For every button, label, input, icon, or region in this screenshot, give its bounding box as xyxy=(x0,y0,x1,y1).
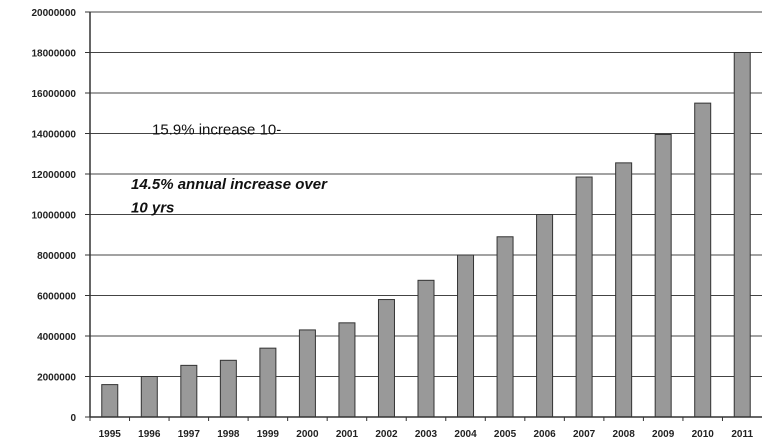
annotation-ten-year-increase: 15.9% increase 10- xyxy=(152,121,281,138)
x-tick-label: 2000 xyxy=(296,429,319,440)
bar xyxy=(733,52,751,418)
bar xyxy=(536,214,554,418)
x-tick-label: 2004 xyxy=(454,429,477,440)
y-tick-label: 14000000 xyxy=(32,130,77,141)
y-tick-label: 6000000 xyxy=(37,292,76,303)
bar xyxy=(417,279,435,418)
x-tick-label: 1997 xyxy=(178,429,201,440)
bar xyxy=(101,384,119,418)
y-tick-label: 2000000 xyxy=(37,373,76,384)
y-tick-label: 16000000 xyxy=(32,89,77,100)
bar xyxy=(219,359,237,418)
y-tick-label: 0 xyxy=(70,413,76,424)
x-tick-label: 2007 xyxy=(573,429,596,440)
y-tick-label: 20000000 xyxy=(32,8,77,19)
annotation-annual-increase: 14.5% annual increase over xyxy=(131,176,328,193)
x-tick-label: 2002 xyxy=(375,429,398,440)
annotation-ten-years: 10 yrs xyxy=(131,199,174,216)
x-tick-label: 2001 xyxy=(336,429,359,440)
y-tick-label: 18000000 xyxy=(32,49,77,60)
bar xyxy=(180,364,198,418)
bar xyxy=(298,329,316,418)
y-tick-label: 10000000 xyxy=(32,211,77,222)
bar xyxy=(615,162,633,418)
y-tick-label: 8000000 xyxy=(37,251,76,262)
x-tick-label: 2008 xyxy=(613,429,636,440)
bar xyxy=(654,134,672,418)
x-axis-tick-labels: 1995 1996 1997 1998 1999 2000 2001 2002 2003 2004… xyxy=(89,417,754,440)
bar xyxy=(377,299,395,418)
x-tick-label: 2011 xyxy=(731,429,753,440)
bar xyxy=(259,347,277,418)
bar xyxy=(457,254,475,418)
bar xyxy=(140,376,158,418)
x-tick-label: 2005 xyxy=(494,429,517,440)
bar xyxy=(575,176,593,418)
y-tick-label: 12000000 xyxy=(32,170,77,181)
bar xyxy=(694,102,712,418)
x-tick-label: 1995 xyxy=(99,429,122,440)
y-axis-tick-labels: 0 2000000 4000000 6000000 8000000 10000000 120… xyxy=(32,8,90,424)
x-tick-label: 2010 xyxy=(692,429,715,440)
x-tick-label: 2009 xyxy=(652,429,675,440)
bar xyxy=(496,236,514,418)
x-tick-label: 2003 xyxy=(415,429,438,440)
x-tick-label: 1998 xyxy=(217,429,240,440)
x-tick-label: 2006 xyxy=(533,429,556,440)
bar xyxy=(338,322,356,418)
x-tick-label: 1996 xyxy=(138,429,161,440)
x-tick-label: 1999 xyxy=(257,429,280,440)
y-tick-label: 4000000 xyxy=(37,332,76,343)
